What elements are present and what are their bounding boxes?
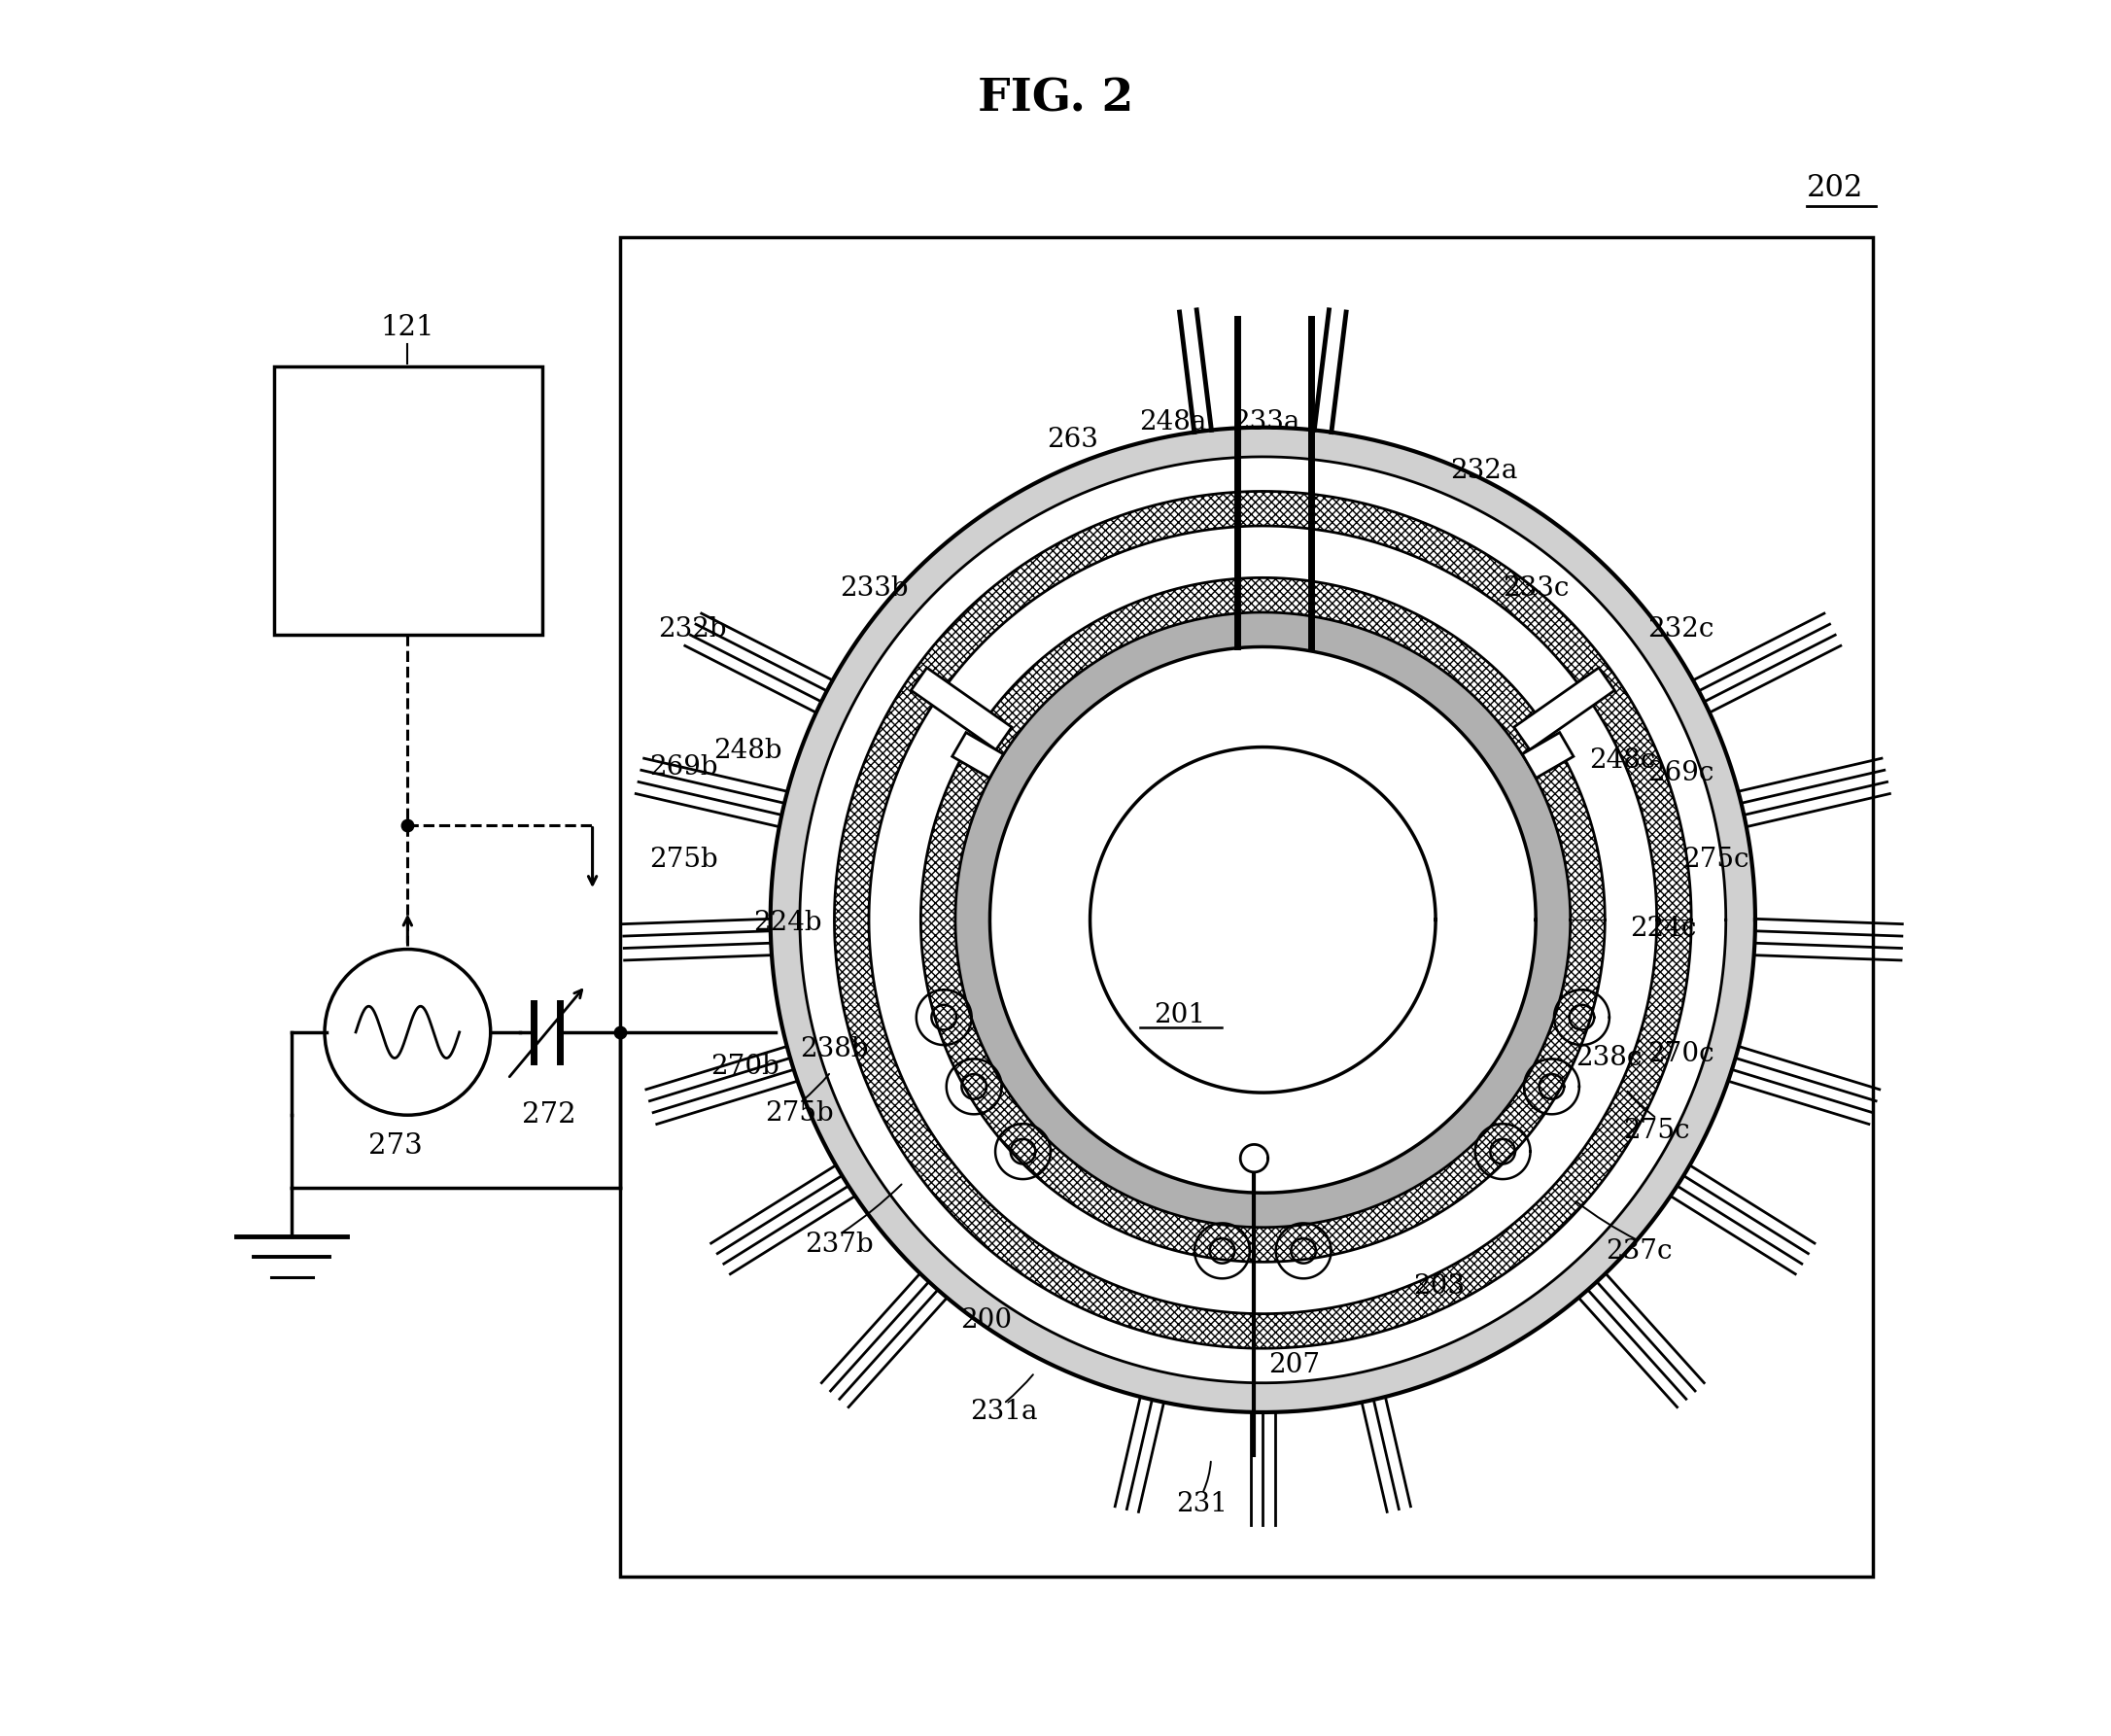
- Text: 200: 200: [961, 1307, 1011, 1333]
- Text: 203: 203: [1412, 1272, 1465, 1299]
- Text: 248a: 248a: [1140, 410, 1207, 436]
- Circle shape: [325, 950, 490, 1115]
- Text: 237c: 237c: [1606, 1238, 1672, 1266]
- Text: 272: 272: [521, 1101, 576, 1128]
- Polygon shape: [920, 578, 1604, 1262]
- Text: 233a: 233a: [1233, 410, 1300, 436]
- Text: 270b: 270b: [709, 1054, 779, 1080]
- Text: 275b: 275b: [650, 845, 718, 873]
- Text: 275c: 275c: [1623, 1118, 1691, 1144]
- Text: 269b: 269b: [650, 755, 718, 781]
- Text: 238c: 238c: [1575, 1045, 1642, 1071]
- Text: 224b: 224b: [754, 910, 821, 936]
- Polygon shape: [956, 613, 1571, 1227]
- Text: 121: 121: [380, 314, 435, 340]
- Text: 232c: 232c: [1649, 616, 1714, 642]
- Polygon shape: [1522, 733, 1573, 778]
- Text: 237b: 237b: [804, 1231, 874, 1259]
- Text: 232a: 232a: [1450, 458, 1518, 484]
- Text: 270c: 270c: [1647, 1042, 1714, 1068]
- Text: 224c: 224c: [1630, 915, 1697, 941]
- Text: 231a: 231a: [969, 1399, 1037, 1425]
- Text: 202: 202: [1807, 172, 1864, 203]
- Text: 231: 231: [1176, 1491, 1229, 1517]
- Polygon shape: [990, 648, 1537, 1193]
- Text: 248b: 248b: [714, 738, 783, 764]
- Text: 275c: 275c: [1682, 845, 1748, 873]
- Text: 207: 207: [1269, 1352, 1319, 1378]
- Text: 263: 263: [1047, 427, 1098, 453]
- Text: 275b: 275b: [766, 1101, 834, 1127]
- Text: 273: 273: [369, 1132, 422, 1160]
- Text: 233c: 233c: [1503, 575, 1568, 601]
- Text: 233b: 233b: [840, 575, 908, 601]
- Polygon shape: [912, 668, 1011, 750]
- Text: 238b: 238b: [800, 1036, 868, 1062]
- Text: 269c: 269c: [1649, 760, 1714, 786]
- Text: FIG. 2: FIG. 2: [977, 76, 1134, 122]
- Bar: [274, 366, 543, 635]
- Polygon shape: [800, 457, 1727, 1384]
- Bar: [621, 238, 1872, 1576]
- Polygon shape: [771, 427, 1754, 1413]
- Polygon shape: [952, 733, 1003, 778]
- Text: 248c: 248c: [1590, 748, 1655, 774]
- Text: 232b: 232b: [659, 616, 726, 642]
- Polygon shape: [870, 526, 1657, 1314]
- Polygon shape: [834, 491, 1691, 1349]
- Polygon shape: [1514, 668, 1615, 750]
- Text: 201: 201: [1155, 1002, 1205, 1028]
